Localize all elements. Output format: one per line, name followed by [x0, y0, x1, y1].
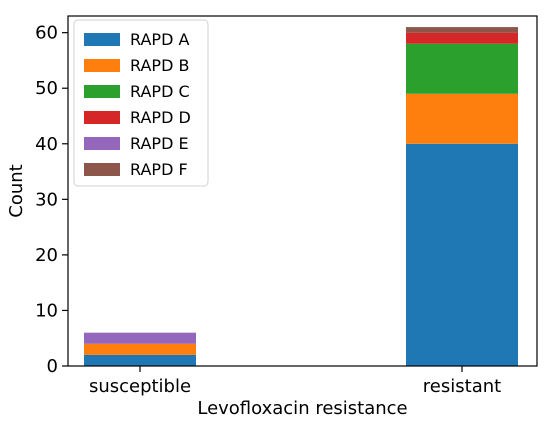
y-axis-label: Count	[6, 164, 27, 217]
y-tick-label: 10	[35, 300, 58, 321]
y-tick-label: 50	[35, 78, 58, 99]
legend: RAPD A RAPD B RAPD C RAPD D RAPD E RAPD F	[73, 19, 209, 187]
y-tick-label: 60	[35, 23, 58, 44]
legend-swatch-rapd-f	[84, 163, 120, 176]
bar-segment-susceptible-rapd-a	[84, 354, 196, 366]
bar-segment-resistant-rapd-f	[406, 27, 518, 33]
plot-frame	[67, 15, 538, 367]
y-tick-label: 30	[35, 189, 58, 210]
legend-label-rapd-a: RAPD A	[130, 30, 189, 49]
x-axis: susceptible resistant	[89, 366, 501, 397]
y-tick-label: 20	[35, 245, 58, 266]
x-axis-label: Levofloxacin resistance	[197, 398, 407, 419]
x-tick-label: resistant	[423, 376, 501, 397]
bar-segment-resistant-rapd-b	[406, 93, 518, 144]
y-tick-label: 40	[35, 134, 58, 155]
legend-swatch-rapd-c	[84, 85, 120, 98]
bar-segment-susceptible-rapd-b	[84, 343, 196, 355]
legend-swatch-rapd-e	[84, 137, 120, 150]
legend-label-rapd-e: RAPD E	[130, 134, 189, 153]
x-tick-label: susceptible	[89, 376, 191, 397]
legend-label-rapd-b: RAPD B	[130, 56, 189, 75]
legend-label-rapd-c: RAPD C	[130, 82, 190, 101]
y-tick-label: 0	[47, 356, 58, 377]
bar-segment-susceptible-rapd-e	[84, 332, 196, 344]
legend-swatch-rapd-a	[84, 33, 120, 46]
bar-segment-resistant-rapd-a	[406, 143, 518, 366]
y-axis: 0 10 20 30 40 50 60	[35, 23, 68, 377]
legend-label-rapd-d: RAPD D	[130, 108, 191, 127]
bars-layer	[84, 27, 518, 366]
legend-swatch-rapd-d	[84, 111, 120, 124]
legend-swatch-rapd-b	[84, 59, 120, 72]
bar-segment-resistant-rapd-d	[406, 32, 518, 44]
legend-label-rapd-f: RAPD F	[130, 160, 188, 179]
bar-segment-resistant-rapd-c	[406, 43, 518, 94]
